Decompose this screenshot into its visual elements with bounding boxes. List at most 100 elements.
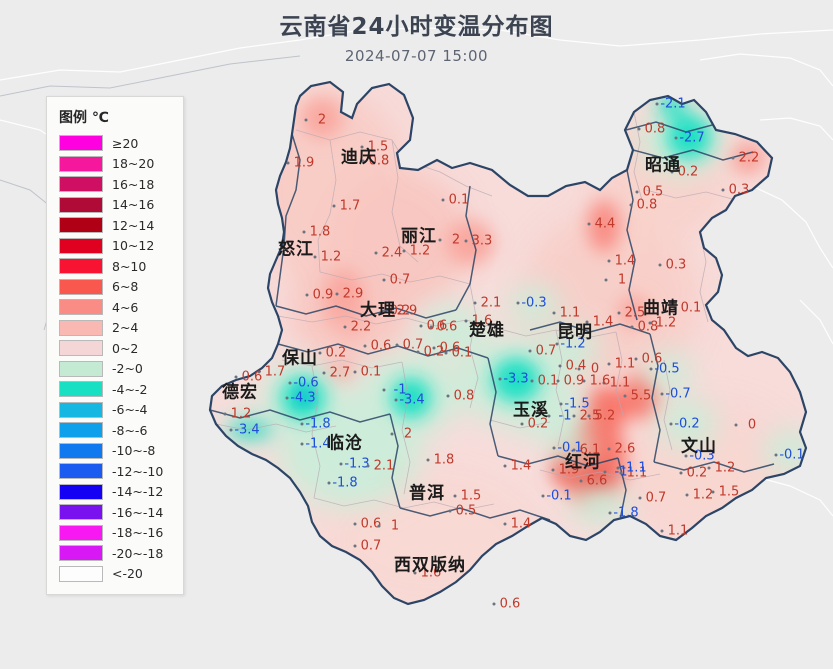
- legend-row: -12~-10: [47, 461, 183, 482]
- legend-label: <-20: [112, 566, 143, 582]
- station-value: 1.6: [420, 565, 442, 581]
- legend-color-swatch: [59, 483, 103, 500]
- prefecture-label-红河: 红河: [565, 452, 601, 473]
- legend-row: -8~-6: [47, 420, 183, 441]
- station-value: 3.3: [471, 233, 493, 249]
- legend-label: -6~-4: [112, 402, 148, 418]
- station-value: 0.8: [453, 388, 475, 404]
- station-value: -2.7: [679, 130, 705, 146]
- station-value: -1.8: [332, 475, 358, 491]
- station-value: 0.1: [680, 300, 702, 316]
- station-dot: [353, 370, 357, 374]
- station-value: 0.2: [686, 465, 708, 481]
- station-value: 0.8: [368, 153, 390, 169]
- station-value: 0.6: [426, 318, 448, 334]
- legend-color-swatch: [59, 463, 103, 480]
- station-dot: [707, 466, 711, 470]
- prefecture-label-玉溪: 玉溪: [513, 400, 549, 421]
- station-dot: [528, 349, 532, 353]
- prefecture-label-德宏: 德宏: [222, 382, 258, 403]
- prefecture-label-西双版纳: 西双版纳: [394, 555, 466, 576]
- station-value: 1.2: [714, 460, 736, 476]
- station-value: 2.4: [381, 245, 403, 261]
- station-dot: [448, 509, 452, 513]
- station-dot: [774, 453, 778, 457]
- station-value: -1.4: [305, 436, 331, 452]
- legend-row: -20~-18: [47, 543, 183, 564]
- legend-row: 16~18: [47, 174, 183, 195]
- station-dot: [503, 464, 507, 468]
- station-value: -0.6: [293, 375, 319, 391]
- station-dot: [394, 398, 398, 402]
- station-dot: [637, 127, 641, 131]
- station-value: 2: [451, 232, 461, 248]
- station-dot: [426, 458, 430, 462]
- station-dot: [558, 364, 562, 368]
- station-value: -1.2: [560, 336, 586, 352]
- station-value: -3.3: [503, 371, 529, 387]
- prefecture-label-普洱: 普洱: [409, 483, 445, 504]
- station-value: 1.4: [510, 516, 532, 532]
- station-dot: [234, 375, 238, 379]
- prefecture-label-迪庆: 迪庆: [341, 147, 377, 168]
- legend-row: ≥20: [47, 133, 183, 154]
- station-dot: [223, 412, 227, 416]
- legend-label: 0~2: [112, 340, 139, 356]
- station-dot: [552, 311, 556, 315]
- station-value: 0.4: [565, 358, 587, 374]
- legend-row: -14~-12: [47, 482, 183, 503]
- station-value: 0: [747, 417, 757, 433]
- station-dot: [655, 102, 659, 106]
- station-dot: [555, 342, 559, 346]
- station-value: 2.5: [624, 305, 646, 321]
- station-dot: [658, 263, 662, 267]
- legend-color-swatch: [59, 340, 103, 357]
- legend-color-swatch: [59, 565, 103, 582]
- station-dot: [635, 190, 639, 194]
- station-value: 0.2: [325, 345, 347, 361]
- station-value: 0.3: [665, 257, 687, 273]
- station-dot: [551, 468, 555, 472]
- station-value: 1.2: [230, 406, 252, 422]
- station-value: -1.8: [305, 416, 331, 432]
- station-dot: [366, 464, 370, 468]
- station-value: 1.1: [609, 375, 631, 391]
- legend-label: -12~-10: [112, 463, 164, 479]
- station-value: -0.1: [546, 488, 572, 504]
- station-value: 0.2: [527, 416, 549, 432]
- province-outline: [208, 80, 808, 606]
- station-value: -2.1: [660, 96, 686, 112]
- legend-label: -14~-12: [112, 484, 164, 500]
- legend-label: -8~-6: [112, 422, 148, 438]
- station-value: -1.1: [621, 460, 647, 476]
- map-header: 云南省24小时变温分布图 2024-07-07 15:00: [0, 10, 833, 68]
- station-value: 0.6: [436, 319, 458, 335]
- station-dot: [579, 479, 583, 483]
- station-value: 1.5: [367, 139, 389, 155]
- legend-color-swatch: [59, 442, 103, 459]
- station-value: -0.7: [665, 386, 691, 402]
- station-value: 6.6: [586, 473, 608, 489]
- station-value: 0.8: [637, 319, 659, 335]
- legend-row: -18~-16: [47, 523, 183, 544]
- prefecture-label-昆明: 昆明: [557, 322, 593, 343]
- station-value: 6.1: [579, 442, 601, 458]
- legend-title: 图例 ℃: [59, 110, 109, 126]
- station-value: -1: [393, 382, 407, 398]
- station-value: 1.1: [614, 356, 636, 372]
- legend-row: 4~6: [47, 297, 183, 318]
- station-dot: [429, 325, 433, 329]
- station-value: 0.7: [402, 337, 424, 353]
- station-value: -1.8: [613, 505, 639, 521]
- prefecture-label-临沧: 临沧: [327, 433, 363, 454]
- prefecture-label-怒江: 怒江: [278, 239, 314, 260]
- station-dot: [660, 529, 664, 533]
- station-value: 0.6: [439, 340, 461, 356]
- station-value: 0.7: [535, 343, 557, 359]
- station-dot: [446, 394, 450, 398]
- station-value: 2.1: [373, 458, 395, 474]
- legend-row: -10~-8: [47, 441, 183, 462]
- station-dot: [453, 494, 457, 498]
